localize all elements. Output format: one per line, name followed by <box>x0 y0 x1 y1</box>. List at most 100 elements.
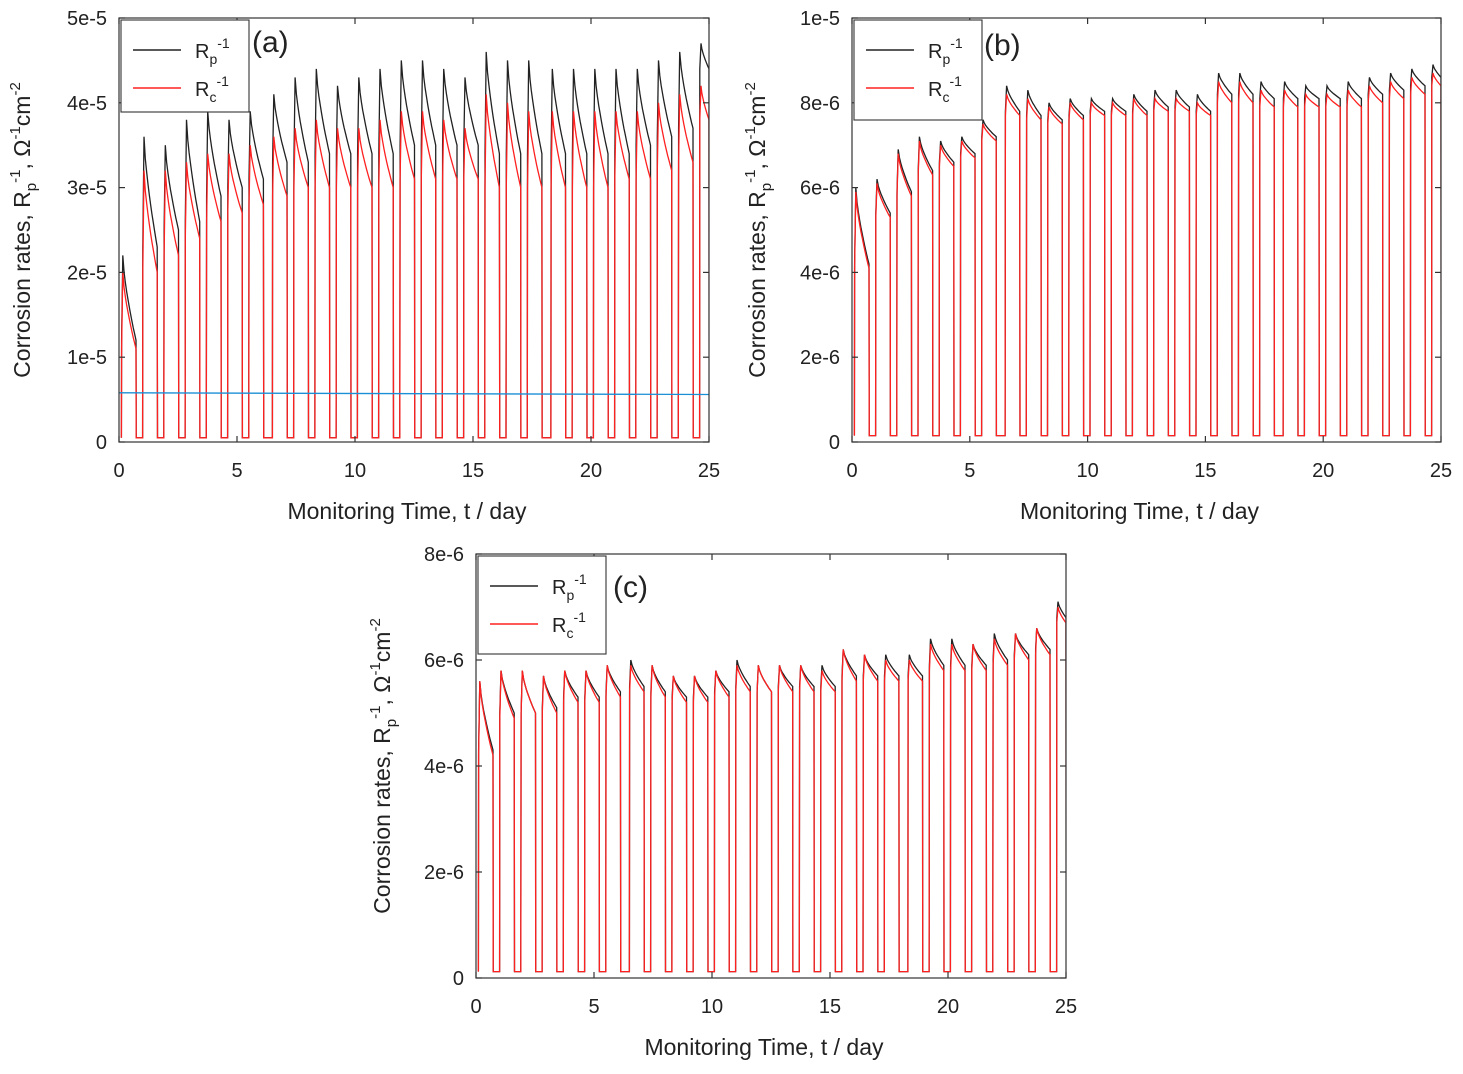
x-tick-label: 25 <box>1430 460 1452 482</box>
y-tick-label: 5e-5 <box>67 8 107 30</box>
y-tick-label: 1e-5 <box>67 347 107 369</box>
legend-sub: c <box>566 625 573 641</box>
panel-label: (a) <box>252 26 289 59</box>
series-line-Rc-1 <box>477 606 1066 973</box>
y-label-mid: , Ω <box>744 140 770 170</box>
y-tick-label: 6e-6 <box>424 650 464 672</box>
legend-sup: -1 <box>574 571 587 587</box>
chart-panel-1: 0 5 10 15 20 25 0 1e-5 2e-5 3e-5 4e-5 5e-5 Monitorin… <box>7 8 720 524</box>
panel-label: (c) <box>613 571 648 604</box>
y-label-sup3: -2 <box>7 82 24 95</box>
series-line-Rp-1 <box>477 601 1066 973</box>
series-line-Rc-1 <box>120 85 709 439</box>
legend-main: R <box>552 577 566 599</box>
x-tick-label: 15 <box>819 996 841 1018</box>
y-label-sup: -1 <box>742 170 759 183</box>
y-tick-label: 0 <box>96 432 107 454</box>
y-tick-label: 4e-6 <box>424 756 464 778</box>
y-tick-label: 8e-6 <box>800 93 840 115</box>
legend-sup: -1 <box>217 35 230 51</box>
x-tick-label: 10 <box>344 460 366 482</box>
legend-label: Rc-1 <box>195 73 229 105</box>
x-axis-label: Monitoring Time, t / day <box>287 498 527 524</box>
legend-sup: -1 <box>950 35 963 51</box>
y-label-sup2: -1 <box>367 662 384 675</box>
x-tick-label: 0 <box>470 996 481 1018</box>
series-line-reference <box>119 392 709 396</box>
y-label-main: Corrosion rates, R <box>9 191 35 378</box>
y-tick-label: 0 <box>453 968 464 990</box>
x-tick-label: 0 <box>846 460 857 482</box>
x-tick-label: 15 <box>1194 460 1216 482</box>
y-label-sup2: -1 <box>7 126 24 139</box>
legend-box <box>120 19 250 113</box>
legend-main: R <box>195 41 209 63</box>
series-line-Rc-1 <box>853 72 1441 437</box>
x-tick-label: 25 <box>698 460 720 482</box>
y-label-mid: , Ω <box>369 676 395 706</box>
x-tick-label: 5 <box>231 460 242 482</box>
legend-box <box>853 19 983 121</box>
x-tick-label: 25 <box>1055 996 1077 1018</box>
chart-panel-3: 0 5 10 15 20 25 0 2e-6 4e-6 6e-6 8e-6 Monitoring Ti… <box>367 544 1077 1060</box>
plot-frame <box>118 17 710 443</box>
x-tick-label: 5 <box>964 460 975 482</box>
y-label-sub: p <box>383 719 400 727</box>
legend-label: Rp-1 <box>928 35 963 67</box>
legend-sub: p <box>566 587 574 603</box>
legend-main: R <box>552 615 566 637</box>
legend-sup: -1 <box>216 73 229 89</box>
legend-sub: c <box>942 89 949 105</box>
y-label-tail: cm <box>369 632 395 663</box>
y-axis-label: Corrosion rates, Rp-1, Ω-1cm-2 <box>367 618 400 914</box>
y-tick-label: 3e-5 <box>67 178 107 200</box>
legend-main: R <box>928 41 942 63</box>
x-tick-label: 20 <box>580 460 602 482</box>
chart-panel-2: 0 5 10 15 20 25 0 2e-6 4e-6 6e-6 8e-6 1e-5 Monitorin… <box>742 8 1452 524</box>
y-tick-label: 4e-5 <box>67 93 107 115</box>
legend-sup: -1 <box>949 73 962 89</box>
y-label-main: Corrosion rates, R <box>744 191 770 378</box>
x-axis-label: Monitoring Time, t / day <box>1020 498 1260 524</box>
x-tick-label: 20 <box>937 996 959 1018</box>
x-tick-label: 5 <box>588 996 599 1018</box>
plot-frame <box>851 17 1442 443</box>
panel-label: (b) <box>984 29 1021 62</box>
y-tick-label: 8e-6 <box>424 544 464 566</box>
y-tick-label: 2e-5 <box>67 262 107 284</box>
x-tick-label: 10 <box>701 996 723 1018</box>
y-label-tail: cm <box>744 96 770 127</box>
x-tick-label: 0 <box>113 460 124 482</box>
y-tick-label: 4e-6 <box>800 262 840 284</box>
y-tick-label: 0 <box>829 432 840 454</box>
y-label-sup: -1 <box>7 170 24 183</box>
legend-main: R <box>928 79 942 101</box>
legend-sub: p <box>209 51 217 67</box>
x-tick-label: 20 <box>1312 460 1334 482</box>
x-tick-label: 15 <box>462 460 484 482</box>
y-tick-label: 2e-6 <box>800 347 840 369</box>
x-tick-label: 10 <box>1076 460 1098 482</box>
y-label-sup3: -2 <box>742 82 759 95</box>
y-tick-label: 1e-5 <box>800 8 840 30</box>
legend-sub: c <box>209 89 216 105</box>
legend-label: Rc-1 <box>928 73 962 105</box>
y-axis-label: Corrosion rates, Rp-1, Ω-1cm-2 <box>742 82 775 378</box>
y-tick-label: 6e-6 <box>800 178 840 200</box>
y-tick-label: 2e-6 <box>424 862 464 884</box>
legend-label: Rp-1 <box>552 571 587 603</box>
y-label-sub: p <box>23 183 40 191</box>
y-label-sub: p <box>758 183 775 191</box>
legend-label: Rc-1 <box>552 609 586 641</box>
y-label-main: Corrosion rates, R <box>369 727 395 914</box>
y-label-mid: , Ω <box>9 140 35 170</box>
x-axis-label: Monitoring Time, t / day <box>644 1034 884 1060</box>
legend-label: Rp-1 <box>195 35 230 67</box>
legend-box <box>477 555 607 655</box>
y-label-sup3: -2 <box>367 618 384 631</box>
legend-main: R <box>195 79 209 101</box>
y-label-sup: -1 <box>367 706 384 719</box>
y-label-sup2: -1 <box>742 126 759 139</box>
y-axis-label: Corrosion rates, Rp-1, Ω-1cm-2 <box>7 82 40 378</box>
